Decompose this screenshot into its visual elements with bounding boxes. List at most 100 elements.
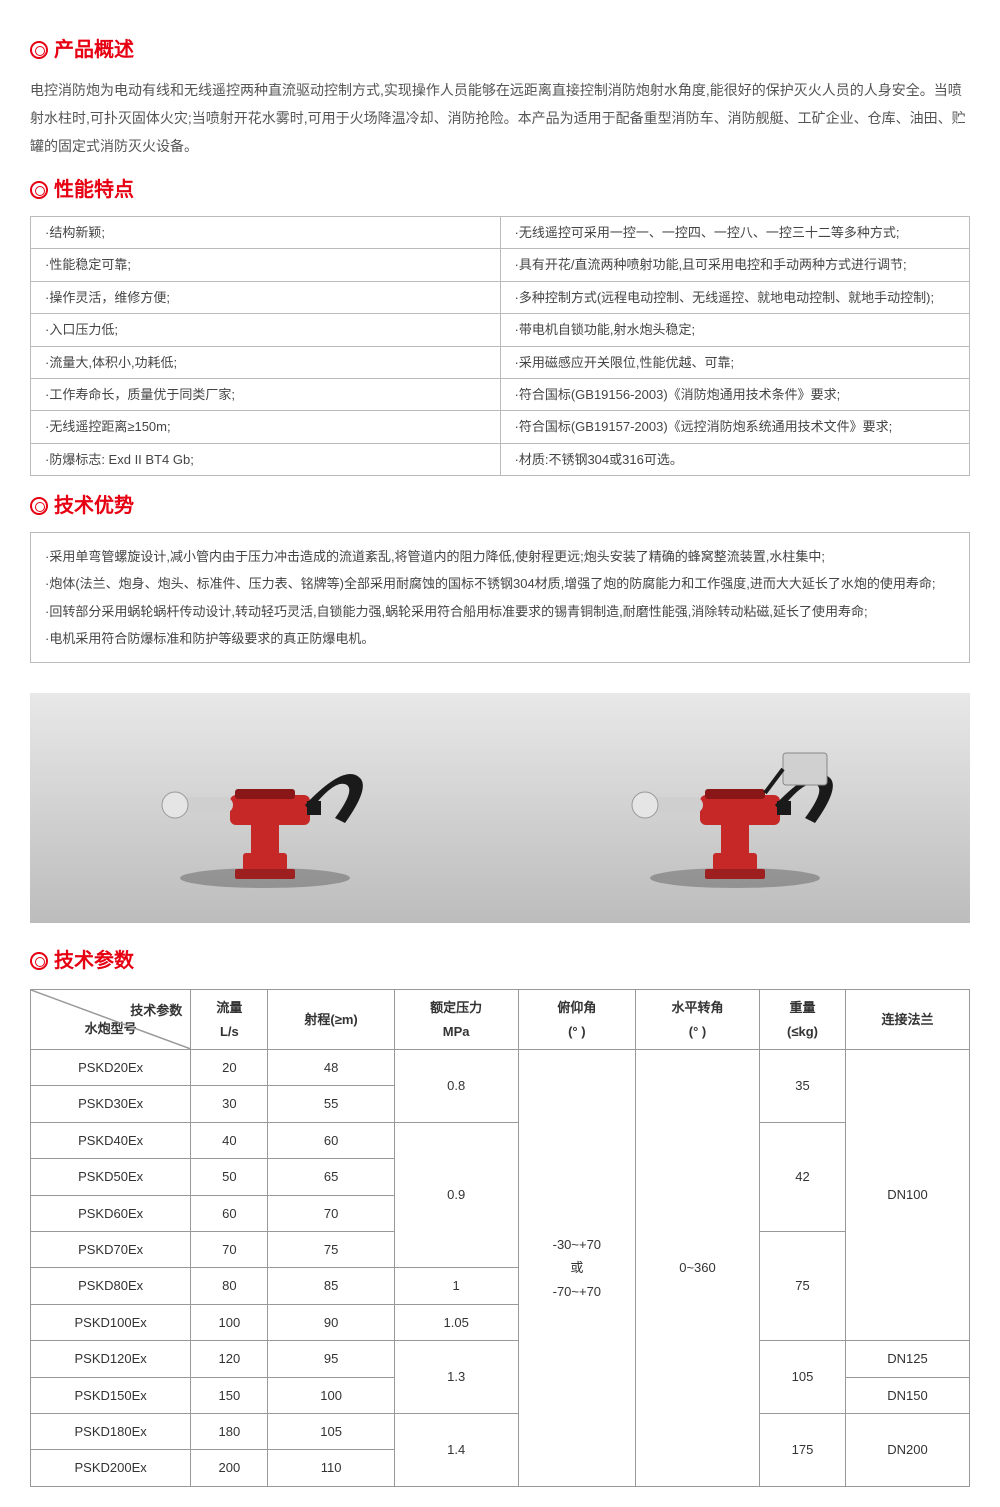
feature-cell: ·工作寿命长，质量优于同类厂家; bbox=[31, 378, 501, 410]
spec-pressure-cell: 1.4 bbox=[394, 1414, 518, 1487]
spec-header-cell: 水平转角(° ) bbox=[636, 990, 760, 1050]
spec-flow-cell: 70 bbox=[191, 1232, 268, 1268]
spec-flow-cell: 80 bbox=[191, 1268, 268, 1304]
spec-model-cell: PSKD50Ex bbox=[31, 1159, 191, 1195]
spec-flow-cell: 40 bbox=[191, 1122, 268, 1158]
spec-range-cell: 48 bbox=[268, 1050, 394, 1086]
product-image-row: 电控消防炮-型号A 电控消防炮-型号B(带控制箱) bbox=[30, 693, 970, 923]
spec-flow-cell: 60 bbox=[191, 1195, 268, 1231]
spec-pressure-cell: 1 bbox=[394, 1268, 518, 1304]
feature-cell: ·结构新颖; bbox=[31, 217, 501, 249]
spec-header-cell: 连接法兰 bbox=[846, 990, 970, 1050]
feature-cell: ·符合国标(GB19156-2003)《消防炮通用技术条件》要求; bbox=[500, 378, 970, 410]
double-circle-icon bbox=[30, 181, 48, 199]
section-title-features: 性能特点 bbox=[30, 172, 970, 208]
spec-range-cell: 70 bbox=[268, 1195, 394, 1231]
feature-cell: ·防爆标志: Exd II BT4 Gb; bbox=[31, 443, 501, 475]
spec-flow-cell: 150 bbox=[191, 1377, 268, 1413]
spec-range-cell: 60 bbox=[268, 1122, 394, 1158]
spec-model-cell: PSKD40Ex bbox=[31, 1122, 191, 1158]
spec-range-cell: 65 bbox=[268, 1159, 394, 1195]
product-image-left: 电控消防炮-型号A bbox=[135, 723, 395, 893]
section-title-advantages: 技术优势 bbox=[30, 488, 970, 524]
advantage-item: ·炮体(法兰、炮身、炮头、标准件、压力表、铭牌等)全部采用耐腐蚀的国标不锈钢30… bbox=[45, 570, 955, 597]
advantages-title-text: 技术优势 bbox=[54, 488, 134, 524]
feature-cell: ·采用磁感应开关限位,性能优越、可靠; bbox=[500, 346, 970, 378]
spec-range-cell: 95 bbox=[268, 1341, 394, 1377]
spec-header-cell: 额定压力MPa bbox=[394, 990, 518, 1050]
spec-model-cell: PSKD200Ex bbox=[31, 1450, 191, 1486]
spec-horiz-cell: 0~360 bbox=[636, 1050, 760, 1487]
section-title-overview: 产品概述 bbox=[30, 32, 970, 68]
spec-header-cell: 流量L/s bbox=[191, 990, 268, 1050]
feature-cell: ·无线遥控距离≥150m; bbox=[31, 411, 501, 443]
advantage-item: ·采用单弯管螺旋设计,减小管内由于压力冲击造成的流道紊乱,将管道内的阻力降低,使… bbox=[45, 543, 955, 570]
double-circle-icon bbox=[30, 41, 48, 59]
overview-title-text: 产品概述 bbox=[54, 32, 134, 68]
spec-range-cell: 90 bbox=[268, 1304, 394, 1340]
spec-model-cell: PSKD60Ex bbox=[31, 1195, 191, 1231]
spec-model-cell: PSKD80Ex bbox=[31, 1268, 191, 1304]
specs-table: 技术参数水炮型号流量L/s射程(≥m)额定压力MPa俯仰角(° )水平转角(° … bbox=[30, 989, 970, 1486]
spec-flange-cell: DN200 bbox=[846, 1414, 970, 1487]
spec-flow-cell: 180 bbox=[191, 1414, 268, 1450]
spec-flow-cell: 200 bbox=[191, 1450, 268, 1486]
overview-description: 电控消防炮为电动有线和无线遥控两种直流驱动控制方式,实现操作人员能够在远距离直接… bbox=[30, 76, 970, 160]
spec-header-cell: 俯仰角(° ) bbox=[518, 990, 635, 1050]
spec-model-cell: PSKD70Ex bbox=[31, 1232, 191, 1268]
feature-cell: ·材质:不锈钢304或316可选。 bbox=[500, 443, 970, 475]
spec-range-cell: 100 bbox=[268, 1377, 394, 1413]
spec-range-cell: 55 bbox=[268, 1086, 394, 1122]
spec-model-cell: PSKD150Ex bbox=[31, 1377, 191, 1413]
spec-pressure-cell: 1.05 bbox=[394, 1304, 518, 1340]
spec-pitch-cell: -30~+70或-70~+70 bbox=[518, 1050, 635, 1487]
spec-model-cell: PSKD20Ex bbox=[31, 1050, 191, 1086]
feature-cell: ·流量大,体积小,功耗低; bbox=[31, 346, 501, 378]
spec-flow-cell: 20 bbox=[191, 1050, 268, 1086]
spec-flange-cell: DN125 bbox=[846, 1341, 970, 1377]
spec-model-cell: PSKD120Ex bbox=[31, 1341, 191, 1377]
spec-range-cell: 105 bbox=[268, 1414, 394, 1450]
spec-model-cell: PSKD100Ex bbox=[31, 1304, 191, 1340]
double-circle-icon bbox=[30, 497, 48, 515]
feature-cell: ·符合国标(GB19157-2003)《远控消防炮系统通用技术文件》要求; bbox=[500, 411, 970, 443]
advantage-item: ·回转部分采用蜗轮蜗杆传动设计,转动轻巧灵活,自锁能力强,蜗轮采用符合船用标准要… bbox=[45, 598, 955, 625]
spec-header-cell: 重量(≤kg) bbox=[759, 990, 845, 1050]
spec-flange-cell: DN100 bbox=[846, 1050, 970, 1341]
spec-weight-cell: 35 bbox=[759, 1050, 845, 1123]
spec-header-diagonal: 技术参数水炮型号 bbox=[31, 990, 191, 1050]
spec-range-cell: 110 bbox=[268, 1450, 394, 1486]
spec-model-cell: PSKD30Ex bbox=[31, 1086, 191, 1122]
product-image-right: 电控消防炮-型号B(带控制箱) bbox=[605, 723, 865, 893]
feature-cell: ·多种控制方式(远程电动控制、无线遥控、就地电动控制、就地手动控制); bbox=[500, 281, 970, 313]
spec-flow-cell: 100 bbox=[191, 1304, 268, 1340]
spec-weight-cell: 105 bbox=[759, 1341, 845, 1414]
feature-cell: ·无线遥控可采用一控一、一控四、一控八、一控三十二等多种方式; bbox=[500, 217, 970, 249]
spec-weight-cell: 42 bbox=[759, 1122, 845, 1231]
spec-header-cell: 射程(≥m) bbox=[268, 990, 394, 1050]
spec-flow-cell: 120 bbox=[191, 1341, 268, 1377]
spec-range-cell: 75 bbox=[268, 1232, 394, 1268]
specs-title-text: 技术参数 bbox=[54, 943, 134, 979]
spec-model-cell: PSKD180Ex bbox=[31, 1414, 191, 1450]
spec-flow-cell: 50 bbox=[191, 1159, 268, 1195]
feature-cell: ·操作灵活，维修方便; bbox=[31, 281, 501, 313]
spec-pressure-cell: 0.8 bbox=[394, 1050, 518, 1123]
advantages-box: ·采用单弯管螺旋设计,减小管内由于压力冲击造成的流道紊乱,将管道内的阻力降低,使… bbox=[30, 532, 970, 663]
section-title-specs: 技术参数 bbox=[30, 943, 970, 979]
spec-flow-cell: 30 bbox=[191, 1086, 268, 1122]
feature-cell: ·带电机自锁功能,射水炮头稳定; bbox=[500, 314, 970, 346]
spec-pressure-cell: 1.3 bbox=[394, 1341, 518, 1414]
features-title-text: 性能特点 bbox=[54, 172, 134, 208]
advantage-item: ·电机采用符合防爆标准和防护等级要求的真正防爆电机。 bbox=[45, 625, 955, 652]
features-table: ·结构新颖;·无线遥控可采用一控一、一控四、一控八、一控三十二等多种方式;·性能… bbox=[30, 216, 970, 476]
feature-cell: ·入口压力低; bbox=[31, 314, 501, 346]
spec-pressure-cell: 0.9 bbox=[394, 1122, 518, 1268]
spec-flange-cell: DN150 bbox=[846, 1377, 970, 1413]
feature-cell: ·具有开花/直流两种喷射功能,且可采用电控和手动两种方式进行调节; bbox=[500, 249, 970, 281]
feature-cell: ·性能稳定可靠; bbox=[31, 249, 501, 281]
spec-weight-cell: 75 bbox=[759, 1232, 845, 1341]
spec-weight-cell: 175 bbox=[759, 1414, 845, 1487]
double-circle-icon bbox=[30, 952, 48, 970]
spec-range-cell: 85 bbox=[268, 1268, 394, 1304]
